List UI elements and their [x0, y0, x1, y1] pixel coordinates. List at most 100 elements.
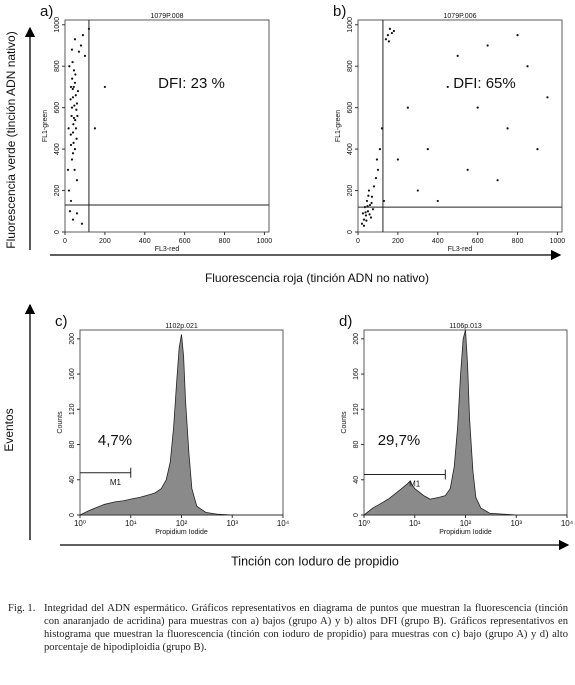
- y-axis-label: Counts: [341, 411, 348, 434]
- point: [361, 212, 365, 215]
- point: [366, 210, 370, 213]
- y-tick-label: 1000: [347, 17, 354, 33]
- x-tick-label: 10³: [510, 519, 522, 528]
- point: [66, 168, 70, 171]
- point: [79, 44, 83, 47]
- y-axis-label: Counts: [57, 411, 64, 434]
- annotation: 29,7%: [378, 432, 421, 449]
- plot-title: 1102p.021: [165, 323, 198, 330]
- panel-label: b): [333, 3, 346, 20]
- point: [74, 118, 77, 122]
- y-tick-label: 0: [54, 230, 61, 234]
- plot-title: 1079P.008: [151, 13, 184, 20]
- plot-title: 1079P.006: [444, 13, 477, 20]
- x-tick-label: 600: [472, 238, 484, 245]
- point: [71, 60, 74, 64]
- point: [360, 222, 364, 225]
- y-tick-label: 1000: [54, 17, 61, 33]
- point: [70, 158, 74, 161]
- x-tick-label: 10⁴: [561, 519, 574, 528]
- point: [384, 38, 388, 41]
- y-tick-label: 800: [347, 60, 354, 72]
- marker-label: M1: [409, 480, 421, 489]
- y-tick-label: 40: [69, 476, 76, 484]
- point: [72, 123, 75, 126]
- point: [73, 168, 76, 171]
- y-tick-label: 80: [69, 441, 76, 449]
- point: [69, 98, 72, 101]
- point: [370, 201, 373, 205]
- caption-text: Integridad del ADN espermático. Gráficos…: [44, 603, 568, 653]
- point: [426, 148, 429, 151]
- y-tick-label: 80: [353, 441, 360, 449]
- x-tick-label: 10³: [226, 519, 238, 528]
- x-tick-label: 10¹: [409, 519, 421, 528]
- point: [75, 108, 78, 111]
- point: [74, 73, 77, 76]
- point: [365, 199, 369, 203]
- x-tick-label: 0: [63, 238, 67, 245]
- x-tick-label: 1000: [550, 238, 566, 245]
- point: [103, 85, 106, 89]
- y-tick-label: 400: [54, 143, 61, 155]
- point: [496, 179, 499, 182]
- x-tick-label: 800: [512, 238, 524, 245]
- point: [72, 69, 76, 72]
- point: [75, 102, 79, 105]
- y-tick-label: 160: [69, 368, 76, 380]
- point: [67, 127, 70, 130]
- point: [362, 224, 366, 227]
- point: [392, 29, 395, 33]
- point: [74, 127, 78, 130]
- plot-title: 1106p.013: [449, 323, 482, 330]
- point: [70, 106, 74, 109]
- y-tick-label: 120: [353, 403, 360, 415]
- point: [368, 203, 372, 207]
- point: [378, 148, 382, 151]
- point: [372, 185, 376, 188]
- point: [93, 127, 97, 130]
- point: [77, 50, 81, 53]
- y-tick-label: 0: [353, 513, 360, 517]
- y-tick-label: 600: [347, 102, 354, 114]
- point: [456, 54, 459, 57]
- point: [546, 96, 549, 99]
- x-tick-label: 10⁰: [358, 519, 370, 528]
- point: [406, 106, 409, 109]
- x-tick-label: 200: [99, 238, 111, 245]
- plot-frame: [357, 19, 563, 233]
- point: [68, 210, 72, 213]
- axis-title: Fluorescencia verde (tinción ADN nativo): [4, 31, 18, 248]
- point: [69, 199, 73, 203]
- point: [387, 40, 391, 43]
- y-tick-label: 200: [54, 185, 61, 197]
- point: [374, 177, 378, 180]
- point: [506, 127, 509, 130]
- point: [73, 148, 77, 151]
- point: [75, 179, 79, 182]
- point: [386, 34, 390, 37]
- point: [69, 133, 72, 136]
- point: [73, 104, 76, 107]
- point: [516, 34, 519, 37]
- x-tick-label: 400: [432, 238, 444, 245]
- y-tick-label: 160: [353, 368, 360, 380]
- x-tick-label: 600: [179, 238, 191, 245]
- x-tick-label: 0: [356, 238, 360, 245]
- y-tick-label: 400: [347, 143, 354, 155]
- marker-label: M1: [110, 478, 122, 487]
- x-tick-label: 200: [392, 238, 404, 245]
- point: [72, 85, 75, 89]
- x-axis-label: Propidium Iodide: [155, 529, 208, 536]
- point: [76, 89, 80, 93]
- annotation: 4,7%: [98, 432, 132, 449]
- y-tick-label: 40: [353, 476, 360, 484]
- point: [80, 222, 84, 225]
- x-tick-label: 10²: [176, 519, 188, 528]
- point: [68, 65, 71, 68]
- axis-title: Fluorescencia roja (tinción ADN no nativ…: [205, 271, 429, 285]
- x-tick-label: 10⁰: [74, 519, 86, 528]
- annotation: DFI: 65%: [453, 75, 516, 92]
- point: [75, 212, 79, 215]
